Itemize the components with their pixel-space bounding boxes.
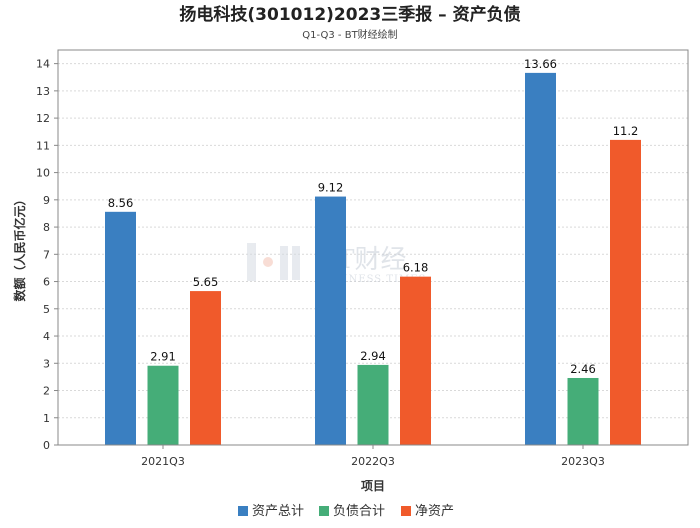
y-tick-label: 12	[36, 112, 50, 125]
y-tick-label: 7	[43, 248, 50, 261]
legend-swatch	[319, 506, 329, 516]
watermark-bar	[280, 246, 288, 280]
y-tick-label: 5	[43, 303, 50, 316]
y-tick-label: 6	[43, 276, 50, 289]
y-tick-label: 0	[43, 439, 50, 452]
data-label: 2.46	[570, 362, 596, 376]
y-tick-label: 1	[43, 412, 50, 425]
legend-label: 资产总计	[252, 504, 304, 519]
y-tick-label: 8	[43, 221, 50, 234]
y-tick-label: 9	[43, 194, 50, 207]
y-tick-label: 10	[36, 167, 50, 180]
bar	[190, 291, 221, 445]
legend-label: 净资产	[415, 504, 454, 519]
bar	[525, 72, 556, 446]
bar	[610, 139, 641, 445]
y-tick-label: 13	[36, 85, 50, 98]
bar	[315, 196, 346, 445]
chart-title: 扬电科技(301012)2023三季报 – 资产负债	[179, 4, 520, 25]
bars-layer: 8.56 2.91 5.65 9.12 2.94 6.18 13.66 2.46 11.2	[105, 57, 641, 446]
legend: 资产总计 负债合计 净资产	[238, 504, 454, 519]
watermark-bar	[292, 246, 300, 280]
y-tick-label: 3	[43, 357, 50, 370]
data-label: 5.65	[193, 275, 219, 289]
bar	[147, 365, 179, 445]
bar	[567, 377, 599, 445]
data-label: 6.18	[403, 261, 429, 275]
bar	[105, 211, 136, 445]
legend-label: 负债合计	[333, 504, 385, 519]
data-label: 11.2	[613, 124, 639, 138]
data-label: 9.12	[318, 181, 344, 195]
watermark-dot	[263, 257, 273, 267]
y-tick-label: 4	[43, 330, 50, 343]
watermark-subtext: BUSINESS TIMES	[318, 274, 426, 285]
legend-swatch	[401, 506, 411, 516]
x-tick-label: 2022Q3	[351, 455, 395, 468]
bar	[400, 276, 431, 445]
data-label: 2.91	[150, 350, 176, 364]
chart-subtitle: Q1-Q3 - BT财经绘制	[302, 28, 397, 41]
y-axis-title: 数额（人民币亿元）	[12, 193, 27, 301]
x-tick-label: 2023Q3	[561, 455, 605, 468]
x-axis-title: 项目	[361, 479, 385, 493]
y-tick-label: 2	[43, 385, 50, 398]
y-tick-label: 11	[36, 139, 50, 152]
legend-swatch	[238, 506, 248, 516]
bar	[357, 364, 389, 445]
data-label: 8.56	[108, 196, 134, 210]
watermark-bar	[247, 243, 256, 281]
data-label: 13.66	[524, 57, 557, 71]
x-tick-label: 2021Q3	[141, 455, 185, 468]
data-label: 2.94	[360, 349, 386, 363]
y-tick-label: 14	[36, 58, 50, 71]
